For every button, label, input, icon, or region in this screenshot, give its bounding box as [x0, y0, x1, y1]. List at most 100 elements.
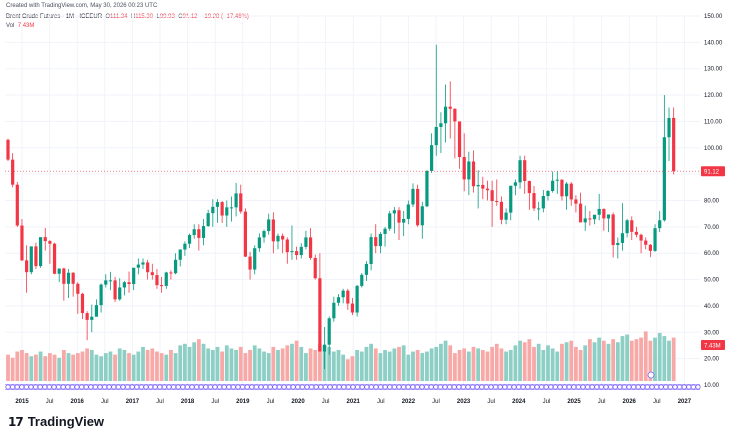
- candle-body: [490, 190, 494, 202]
- candle-body: [248, 256, 252, 270]
- volume-bar: [238, 346, 243, 381]
- candle-body: [565, 183, 569, 197]
- volume-bar: [574, 346, 578, 381]
- x-tick-label: Jul: [653, 399, 661, 405]
- volume-bar: [448, 345, 453, 381]
- candle-body: [434, 126, 438, 146]
- volume-bar: [373, 348, 378, 381]
- candle-body: [416, 188, 420, 226]
- candle-body: [132, 267, 136, 285]
- volume-bar: [313, 350, 318, 381]
- volume-bar: [546, 345, 550, 381]
- volume-bar: [57, 357, 62, 381]
- candle-body: [662, 137, 666, 221]
- candle-body: [295, 251, 299, 256]
- candle-body: [160, 285, 164, 287]
- y-tick-label: 40.00: [704, 304, 720, 310]
- volume-bar: [145, 350, 150, 381]
- volume-bar: [369, 343, 373, 381]
- tradingview-branding[interactable]: 17 TradingView: [8, 414, 104, 429]
- volume-bar: [466, 351, 471, 381]
- y-tick-label: 130.00: [704, 67, 723, 73]
- candle-body: [318, 278, 322, 352]
- volume-bar: [327, 346, 332, 381]
- legend-volume: Vol 7.43M: [6, 23, 34, 29]
- volume-bar: [29, 356, 34, 381]
- candle-body: [602, 208, 606, 219]
- candle-body: [355, 285, 359, 313]
- candle-body: [471, 161, 476, 187]
- candle-body: [518, 160, 522, 183]
- volume-value: 7.43M: [17, 23, 35, 29]
- candle-body: [313, 257, 317, 279]
- volume-bar: [196, 339, 201, 381]
- volume-bar: [94, 354, 99, 381]
- volume-bar: [192, 342, 197, 381]
- x-tick-label: 2016: [71, 399, 85, 405]
- candle-body: [38, 237, 43, 267]
- candle-body: [290, 251, 294, 253]
- last-price-badge: [701, 166, 725, 177]
- candle-body: [397, 210, 401, 223]
- volume-bar: [527, 339, 532, 381]
- candle-body: [588, 218, 592, 220]
- low-label: L: [156, 14, 160, 20]
- candle-body: [276, 235, 280, 242]
- volume-bar: [141, 346, 145, 381]
- candle-body: [243, 211, 248, 257]
- volume-bar: [317, 343, 322, 381]
- volume-bar: [471, 346, 476, 381]
- candle-body: [443, 106, 448, 124]
- volume-bar: [34, 354, 38, 381]
- candle-body: [527, 180, 531, 194]
- candle-body: [658, 220, 662, 229]
- volume-bar: [485, 351, 490, 381]
- volume-bar: [452, 353, 457, 381]
- symbol-name[interactable]: Brent Crude Futures · 1M · ICEEUR: [6, 14, 103, 20]
- candle-body: [523, 160, 527, 181]
- volume-bar: [271, 346, 276, 381]
- candle-body: [141, 262, 145, 265]
- y-tick-label: 100.00: [704, 146, 723, 152]
- candle-body: [606, 214, 611, 219]
- volume-bar: [262, 351, 266, 381]
- candle-body: [146, 262, 150, 273]
- candle-body: [495, 201, 499, 203]
- y-tick-label: 80.00: [704, 199, 720, 205]
- x-tick-label: Jul: [432, 399, 440, 405]
- candle-body: [285, 239, 289, 253]
- volume-bar: [61, 350, 66, 381]
- volume-bar: [155, 351, 159, 381]
- candle-body: [336, 297, 341, 303]
- candle-body: [85, 313, 89, 320]
- candle-body: [187, 235, 192, 244]
- x-tick-label: 2023: [457, 399, 471, 405]
- volume-bar: [480, 350, 485, 381]
- volume-bar: [429, 348, 434, 381]
- volume-bar: [443, 340, 448, 381]
- y-tick-label: 30.00: [704, 330, 720, 336]
- volume-bar: [639, 337, 643, 381]
- volume-bar: [164, 354, 169, 381]
- candle-body: [653, 228, 657, 251]
- volume-bar: [592, 342, 597, 381]
- volume-bar: [532, 346, 536, 381]
- candle-body: [62, 268, 66, 284]
- candle-body: [322, 344, 327, 352]
- candle-body: [104, 280, 108, 285]
- open-value: 111.34: [110, 14, 128, 20]
- candle-body: [504, 212, 508, 220]
- volume-bar: [169, 350, 173, 381]
- candle-body: [122, 282, 126, 288]
- candle-body: [583, 218, 587, 223]
- candle-body: [225, 207, 229, 216]
- candle-body: [183, 243, 187, 250]
- candle-body: [127, 282, 131, 285]
- candle-body: [253, 248, 257, 270]
- volume-bar: [601, 340, 606, 381]
- volume-bar: [569, 340, 574, 381]
- candle-body: [173, 259, 178, 274]
- high-value: 115.30: [135, 14, 154, 20]
- volume-bar: [71, 354, 76, 381]
